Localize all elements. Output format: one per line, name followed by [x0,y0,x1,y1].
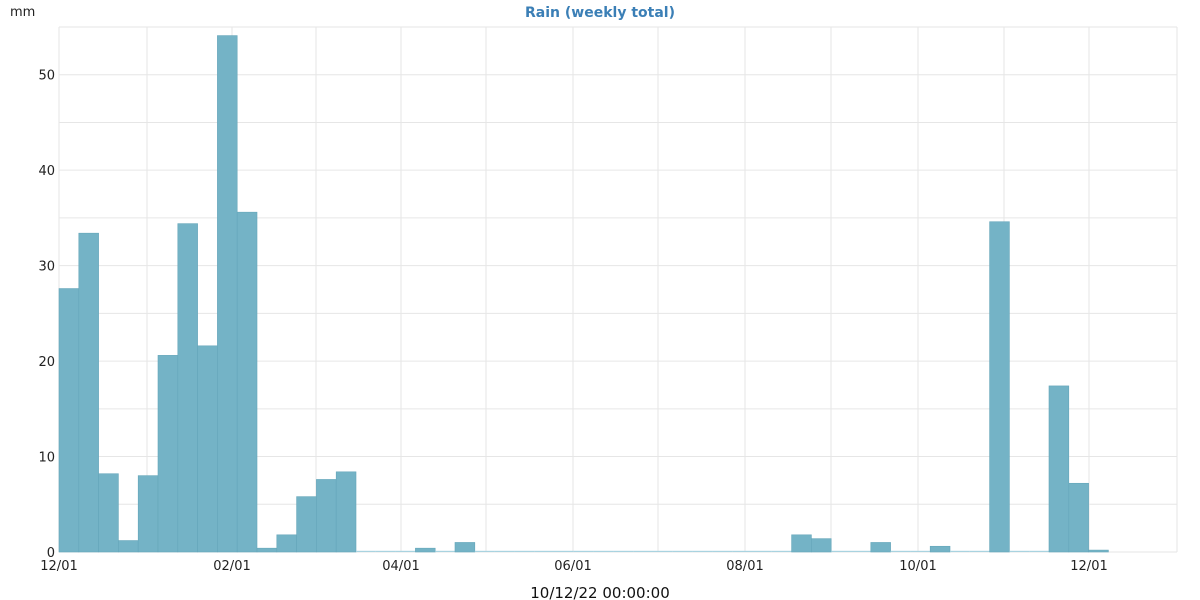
rain-bar [177,223,198,553]
rain-bar-zero [435,550,455,552]
y-tick-label: 30 [38,260,55,275]
rain-bar-zero [712,550,733,552]
rain-bar-zero [692,550,713,552]
rain-bar [98,473,119,553]
rain-bar-zero [969,550,990,552]
y-axis-unit-label: mm [10,5,35,20]
rain-bar [870,542,891,553]
chart-title: Rain (weekly total) [525,5,675,21]
rain-bar [415,547,436,553]
rain-bar [791,534,812,553]
rain-bar-zero [554,550,574,552]
x-tick-label: 08/01 [726,559,763,574]
rain-bar-zero [474,550,495,552]
rain-bar [137,475,159,553]
rain-bar [811,538,832,553]
rain-bar-zero [375,550,396,552]
rain-bar [335,471,357,553]
rain-bar-zero [1009,550,1030,552]
rain-bar [78,232,99,553]
rain-bar [316,479,337,553]
y-tick-label: 40 [38,164,55,179]
timestamp-label: 10/12/22 00:00:00 [530,584,670,600]
y-tick-label: 50 [38,69,55,84]
y-tick-label: 0 [47,546,55,561]
x-tick-label: 10/01 [899,559,936,574]
y-axis-ticks: 0 10 20 30 40 50 [38,69,55,561]
rain-bar [989,221,1010,553]
rain-bar-zero [752,550,772,552]
rain-bar-zero [831,550,851,552]
rain-bar-zero [395,550,416,552]
x-tick-label: 12/01 [40,559,77,574]
x-axis-ticks: 12/01 02/01 04/01 06/01 08/01 10/01 12/01 [40,559,1107,574]
rain-bar [296,496,317,553]
rain-bar-zero [890,550,911,552]
rain-bar-zero [851,550,871,552]
y-tick-label: 10 [38,451,55,466]
rain-bar-zero [613,550,634,552]
rain-bar-zero [653,550,673,552]
x-tick-label: 02/01 [213,559,250,574]
x-tick-label: 04/01 [382,559,419,574]
rain-bar-zero [534,550,554,552]
rain-bar [197,345,218,553]
x-tick-label: 06/01 [554,559,591,574]
rain-bar [217,35,238,553]
rain-bar-zero [356,550,376,552]
rain-bar [454,542,476,553]
rain-bar [1088,549,1109,553]
rain-bar [929,545,951,553]
rain-bar-zero [771,550,792,552]
rain-bar [236,211,258,553]
rain-bar-zero [672,550,693,552]
rain-bar-zero [1029,550,1049,552]
rain-bar [58,288,80,553]
rain-bar [276,534,297,553]
rain-bar [1068,482,1089,553]
y-tick-label: 20 [38,355,55,370]
x-tick-label: 12/01 [1070,559,1107,574]
rain-bar [1048,385,1070,553]
rain-bar-zero [593,550,614,552]
rain-bar [157,355,179,553]
rain-bar [256,547,278,553]
rain-bar-zero [514,550,535,552]
bars-group [58,35,1109,553]
rain-bar-zero [633,550,653,552]
rain-bar-zero [950,550,970,552]
rain-bar-zero [732,550,752,552]
rain-bar [118,540,139,553]
rain-bar-zero [910,550,931,552]
rain-bar-zero [573,550,594,552]
rain-bar-zero [494,550,515,552]
